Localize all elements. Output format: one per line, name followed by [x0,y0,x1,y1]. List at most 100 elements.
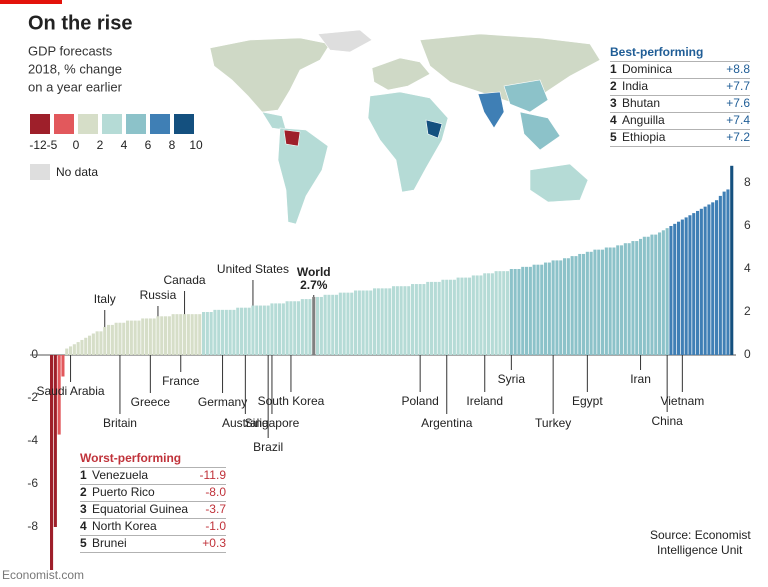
table-rank: 3 [80,502,87,516]
bar [494,271,498,355]
bar [403,286,407,355]
bar [107,324,111,355]
legend-swatch [30,114,50,134]
bar [661,230,665,355]
bar [411,284,415,355]
bar [145,318,149,355]
bar [316,296,320,355]
bar [521,266,525,355]
bar [213,309,217,355]
bar [179,314,183,355]
subtitle: GDP forecasts [28,43,113,58]
legend-swatch [174,114,194,134]
table-rank: 5 [610,130,617,144]
bar [224,309,228,355]
bar [563,258,567,355]
bar [202,312,206,355]
bar [167,316,171,355]
y-tick-label: 8 [744,175,751,189]
table-rank: 5 [80,536,87,550]
bar [684,217,688,355]
x-category-label: Argentina [421,416,473,430]
y-tick-label: -2 [27,390,38,404]
bar [490,273,494,355]
bar [407,286,411,355]
x-category-label: Russia [140,288,177,302]
bar [608,247,612,355]
bar [665,228,669,355]
table-value: -8.0 [205,485,226,499]
x-category-label: Saudi Arabia [37,384,105,398]
bar [354,290,358,355]
bar [259,305,263,355]
bar [711,202,715,355]
bar [175,314,179,355]
bar [718,195,722,355]
y-tick-label: -4 [27,433,38,447]
bar [654,234,658,355]
bar [186,314,190,355]
bar [205,312,209,355]
bar [373,288,377,355]
bar [361,290,365,355]
bar [566,258,570,355]
bar [475,275,479,355]
bar [722,191,726,355]
bar [559,260,563,355]
x-category-label: Vietnam [660,394,704,408]
table-name: Anguilla [622,113,665,127]
bar [160,316,164,355]
bar [650,234,654,355]
bar [57,355,61,435]
bar [433,281,437,355]
bar [312,296,316,355]
bar [133,320,137,355]
legend-label: 6 [145,138,152,152]
brand-bar [0,0,62,4]
bar [555,260,559,355]
bar [156,316,160,355]
bar [148,318,152,355]
bar [262,305,266,355]
y-tick-label: 0 [31,347,38,361]
bar [53,355,57,527]
bar [422,284,426,355]
bar [357,290,361,355]
bar [281,303,285,355]
bar [441,279,445,355]
bar [639,238,643,355]
bar [308,299,312,355]
bar [597,249,601,355]
bar [506,271,510,355]
bar [468,277,472,355]
bar [293,301,297,355]
bar [152,318,156,355]
table-value: -11.9 [200,468,227,482]
bar [266,305,270,355]
y-tick-label: 6 [744,218,751,232]
bar [388,288,392,355]
bar [699,208,703,355]
x-category-label: Ireland [466,394,503,408]
x-category-label: Turkey [535,416,571,430]
value-label: 2.7% [300,278,328,292]
bar [547,262,551,355]
table-value: +7.2 [726,130,750,144]
x-category-label: Australia [222,416,269,430]
bar [703,206,707,355]
bar [84,337,88,355]
legend-label: 8 [169,138,176,152]
x-category-label: China [651,414,683,428]
x-category-label: Singapore [245,416,300,430]
bar [327,294,331,355]
bar [240,307,244,355]
bar [528,266,532,355]
bar [270,303,274,355]
bar [118,322,122,355]
bar [688,215,692,355]
bar [544,262,548,355]
bar [380,288,384,355]
bar [715,200,719,355]
y-tick-label: 0 [744,347,751,361]
bar [620,245,624,355]
